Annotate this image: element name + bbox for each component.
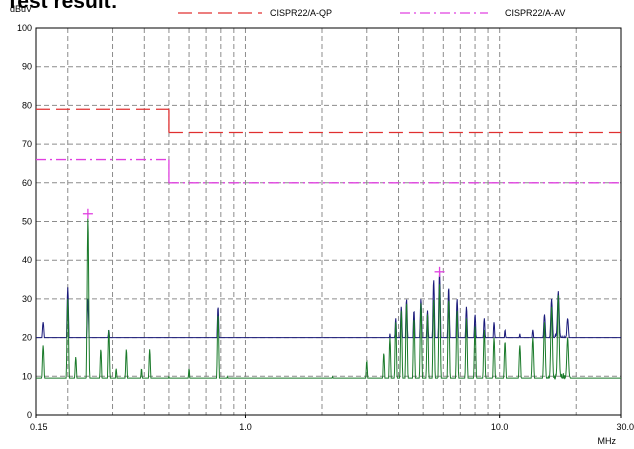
x-tick-label: 30.0: [616, 422, 634, 432]
axis-layer: 0 10 20 30 40 50 60 70 80 90 100 0.15 1.0 10.0 30.0 dBu…: [10, 4, 634, 446]
y-tick-label: 0: [27, 410, 32, 420]
y-tick-label: 60: [22, 178, 32, 188]
y-tick-label: 40: [22, 255, 32, 265]
y-tick-label: 30: [22, 294, 32, 304]
series-layer: [36, 218, 621, 381]
legend-layer: CISPR22/A-QP CISPR22/A-AV: [178, 8, 565, 18]
legend-label: CISPR22/A-QP: [270, 8, 332, 18]
page-heading: Test result:: [6, 0, 118, 13]
y-tick-label: 70: [22, 139, 32, 149]
x-tick-label: 1.0: [239, 422, 252, 432]
x-tick-label: 0.15: [30, 422, 48, 432]
grid-layer: [36, 28, 621, 415]
legend-label: CISPR22/A-AV: [505, 8, 565, 18]
marker-layer: [82, 208, 445, 277]
y-axis-unit: dBuV: [10, 4, 32, 14]
y-tick-label: 10: [22, 371, 32, 381]
spectrum-trace-1: [36, 272, 621, 339]
spectrum-trace-2: [36, 218, 621, 381]
limit-layer: [36, 108, 621, 184]
y-tick-label: 80: [22, 100, 32, 110]
y-tick-label: 90: [22, 62, 32, 72]
y-tick-label: 100: [17, 23, 32, 33]
plot-frame: [35, 27, 622, 416]
y-tick-label: 20: [22, 333, 32, 343]
x-axis-unit: MHz: [598, 436, 617, 446]
x-tick-label: 10.0: [491, 422, 509, 432]
y-tick-label: 50: [22, 217, 32, 227]
